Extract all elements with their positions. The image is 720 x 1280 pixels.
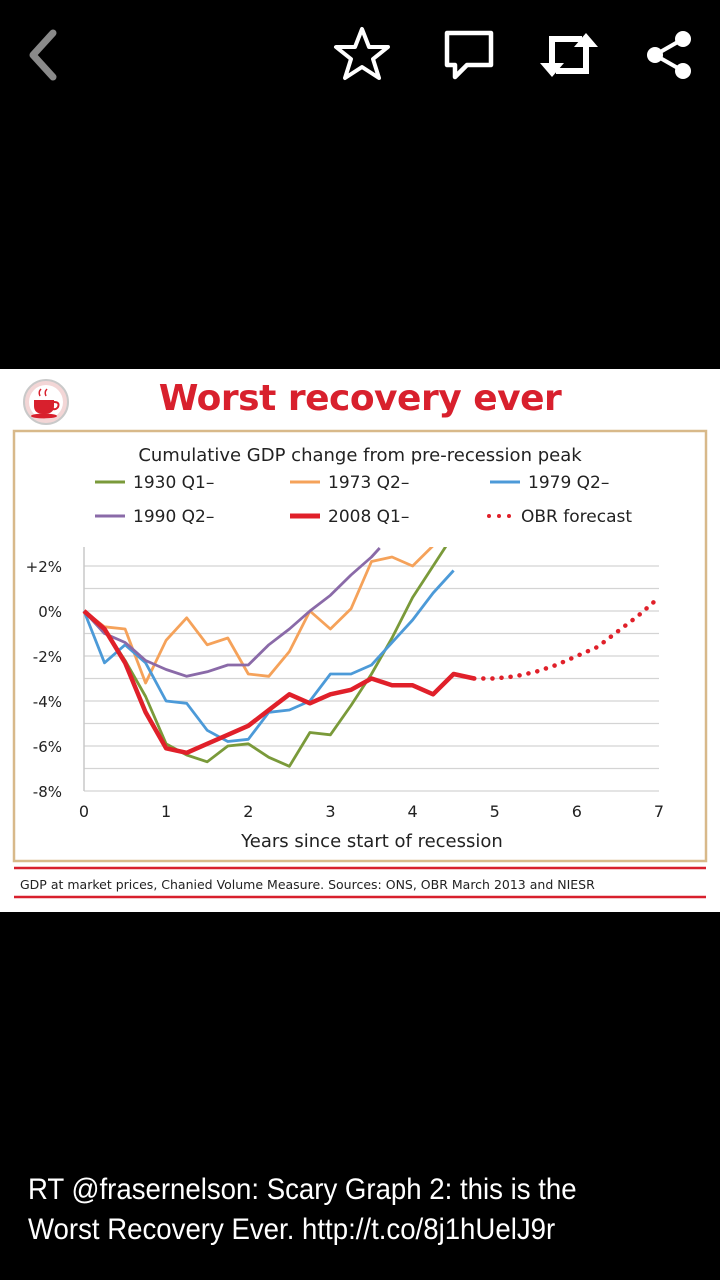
series-line	[83, 547, 448, 768]
x-tick-label: 6	[572, 802, 582, 821]
legend-entry: 2008 Q1–	[328, 507, 409, 527]
star-icon	[334, 27, 390, 80]
y-tick-label: -8%	[33, 783, 62, 801]
y-tick-label: -6%	[33, 738, 62, 756]
series-line	[83, 547, 434, 685]
y-tick-label: 0%	[38, 603, 62, 621]
series-line	[82, 609, 475, 756]
x-tick-label: 7	[654, 802, 664, 821]
legend-entry: 1930 Q1–	[133, 473, 214, 493]
x-tick-label: 5	[490, 802, 500, 821]
legend-entry: 1973 Q2–	[328, 473, 409, 493]
comment-icon	[444, 30, 494, 80]
x-tick-label: 2	[243, 802, 253, 821]
retweet-icon	[540, 33, 598, 77]
legend-entry: OBR forecast	[521, 507, 632, 527]
source-note: GDP at market prices, Chanied Volume Mea…	[20, 877, 595, 892]
x-tick-label: 1	[161, 802, 171, 821]
legend-entry: 1990 Q2–	[133, 507, 214, 527]
legend-swatch	[507, 514, 511, 518]
reply-button[interactable]	[436, 22, 502, 88]
x-tick-label: 0	[79, 802, 89, 821]
legend-swatch	[497, 514, 501, 518]
chart-subtitle: Cumulative GDP change from pre-recession…	[138, 445, 582, 466]
x-axis-label: Years since start of recession	[240, 831, 503, 852]
share-button[interactable]	[636, 22, 702, 88]
coffee-cup-logo	[23, 379, 69, 425]
y-tick-label: -2%	[33, 648, 62, 666]
legend-swatch	[487, 514, 491, 518]
chart-title: Worst recovery ever	[158, 378, 562, 419]
x-tick-label: 3	[325, 802, 335, 821]
y-tick-label: +2%	[26, 558, 62, 576]
x-tick-label: 4	[407, 802, 417, 821]
chart-frame	[12, 429, 708, 863]
top-toolbar	[0, 0, 720, 110]
chevron-left-icon	[29, 29, 57, 81]
series-line-forecast	[471, 595, 662, 681]
retweet-button[interactable]	[536, 22, 602, 88]
y-tick-label: -4%	[33, 693, 62, 711]
tweet-text: RT @frasernelson: Scary Graph 2: this is…	[28, 1173, 577, 1246]
share-icon	[647, 31, 691, 79]
favorite-button[interactable]	[329, 22, 395, 88]
legend-entry: 1979 Q2–	[528, 473, 609, 493]
back-button[interactable]	[10, 22, 76, 88]
series-line	[82, 547, 381, 678]
gdp-line-chart: Cumulative GDP change from pre-recession…	[12, 429, 708, 899]
